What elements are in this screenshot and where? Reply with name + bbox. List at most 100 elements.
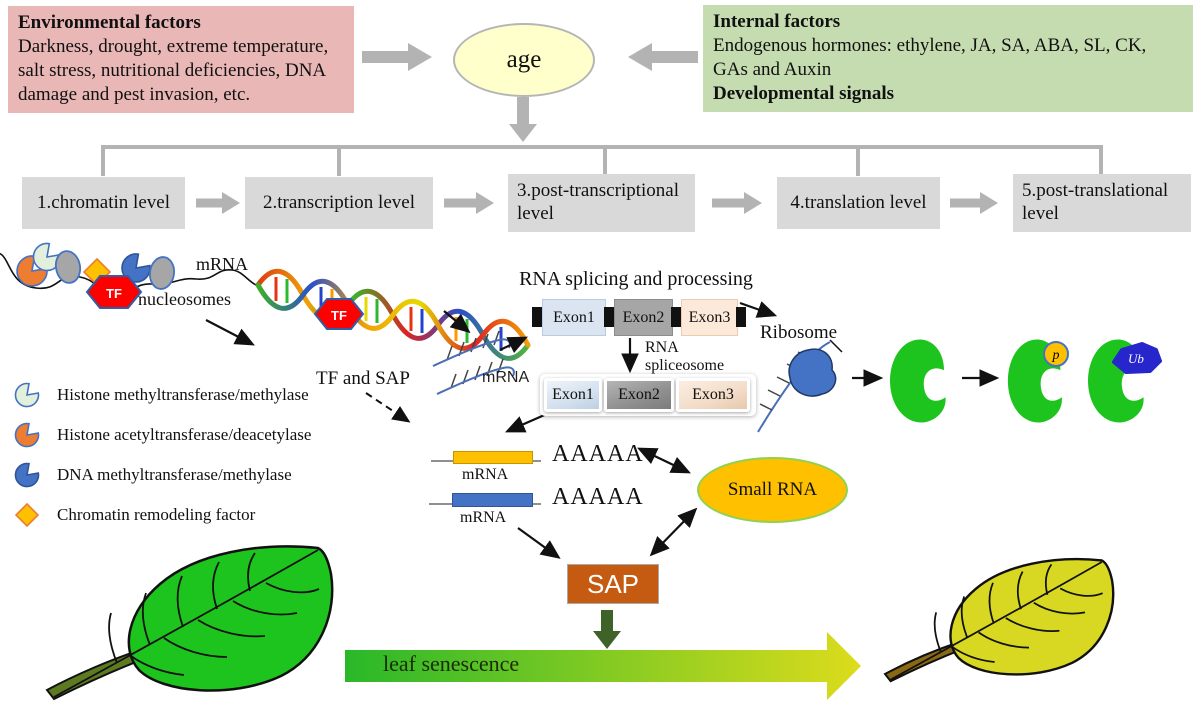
- nucleosomes-label: nucleosomes: [138, 289, 231, 309]
- polya1-label: AAAAA: [552, 441, 644, 467]
- internal-body: Endogenous hormones: ethylene, JA, SA, A…: [713, 35, 1147, 81]
- internal-footer: Developmental signals: [713, 83, 895, 105]
- gray-arrows-top: [196, 43, 998, 214]
- histone-methyltransferase-icon: [14, 382, 40, 408]
- green-leaf: [46, 545, 334, 700]
- splicing-title: RNA splicing and processing: [519, 268, 753, 290]
- mrna1-label: mRNA: [462, 466, 509, 483]
- ribosome-group: [757, 339, 843, 433]
- arrow-mrna-to-sap: [517, 527, 561, 559]
- phospho-label: p: [1052, 348, 1060, 363]
- arrow-chromatin-to-helix: [205, 319, 255, 346]
- ribosome-blob: [788, 348, 837, 397]
- exon-label: Exon2: [622, 308, 665, 326]
- leaf-senescence-label: leaf senescence: [383, 651, 520, 676]
- ubiquitin-label: Ub: [1128, 351, 1144, 366]
- double-arrow-sap-smallrna: [649, 507, 698, 557]
- arrow-env-to-age: [362, 43, 432, 71]
- dna-helix: TF: [255, 268, 531, 361]
- arrow-age-down: [509, 97, 537, 142]
- intron-block: [532, 307, 542, 327]
- arrow-level1-2: [196, 192, 240, 214]
- exon-label: Exon3: [692, 386, 734, 403]
- exon-label: Exon3: [688, 308, 731, 326]
- intron-block: [604, 307, 614, 327]
- sap-box: SAP: [567, 564, 659, 604]
- chromatin-cartoon: TF: [0, 242, 259, 309]
- leaf-senescence-arrow: [345, 632, 861, 700]
- phospho-icon: p: [1043, 341, 1069, 367]
- protein-shape: [890, 339, 946, 423]
- double-arrow-polya-smallrna: [637, 447, 691, 474]
- level-label: 1.chromatin level: [37, 191, 170, 213]
- mrna-orange-bar: [453, 451, 533, 464]
- level-tree-connector: [101, 145, 1103, 176]
- tf-badge-label: TF: [106, 286, 122, 301]
- spliceosome-label: RNA spliceosome: [645, 339, 725, 374]
- arrow-level4-5: [950, 192, 998, 214]
- small-rna-ellipse: Small RNA: [697, 457, 848, 523]
- tf-badge-label: TF: [331, 308, 347, 323]
- histone-acetyltransferase-icon: [14, 422, 40, 448]
- arrow-level3-4: [712, 192, 762, 214]
- internal-factors-box: Internal factors Endogenous hormones: et…: [703, 5, 1193, 112]
- legend-label: Histone methyltransferase/methylase: [57, 385, 309, 404]
- environmental-factors-box: Environmental factors Darkness, drought,…: [8, 6, 354, 113]
- chromatin-remodeling-icon: [14, 502, 40, 528]
- mrna-top-label: mRNA: [196, 254, 249, 274]
- legend-label: Chromatin remodeling factor: [57, 505, 256, 524]
- arrow-helix-to-mrna: [443, 310, 471, 334]
- exon-label: Exon2: [618, 386, 660, 403]
- legend-item: DNA methyltransferase/methylase: [14, 462, 292, 488]
- sap-label: SAP: [586, 568, 640, 599]
- arrow-mrna-to-exons: [499, 336, 528, 354]
- polya2-label: AAAAA: [552, 484, 644, 510]
- level-label: 3.post-transcriptional level: [517, 180, 679, 224]
- exon2-spliced: Exon2: [604, 378, 674, 412]
- exon3-pre: Exon3: [681, 299, 738, 336]
- exon-label: Exon1: [553, 308, 595, 326]
- mrna-blue-bar: [452, 493, 533, 507]
- histone-acetyltransferase-icon: [16, 255, 48, 287]
- level-box-post-transcriptional: 3.post-transcriptional level: [508, 174, 695, 232]
- level-box-transcription: 2.transcription level: [245, 177, 433, 229]
- intron-block: [736, 307, 746, 327]
- legend-item: Chromatin remodeling factor: [14, 502, 255, 528]
- level-label: 4.translation level: [790, 191, 927, 213]
- level-box-chromatin: 1.chromatin level: [22, 177, 185, 229]
- legend-item: Histone methyltransferase/methylase: [14, 382, 309, 408]
- legend-item: Histone acetyltransferase/deacetylase: [14, 422, 311, 448]
- legend-label: Histone acetyltransferase/deacetylase: [57, 425, 312, 444]
- level-label: 5.post-translational level: [1022, 180, 1169, 224]
- legend-label: DNA methyltransferase/methylase: [57, 465, 292, 484]
- age-node: age: [453, 23, 595, 97]
- arrow-exons-to-ribosome: [739, 301, 778, 318]
- intron-block: [671, 307, 681, 327]
- ribosome-label: Ribosome: [760, 322, 838, 343]
- exon3-spliced: Exon3: [676, 378, 750, 412]
- tf-hexagon: [313, 298, 365, 330]
- ubiquitin-icon: Ub: [1112, 342, 1162, 374]
- arrow-spliced-to-mrna: [504, 411, 550, 433]
- tf-hexagon: [85, 275, 143, 309]
- tf-and-sap-label: TF and SAP: [316, 368, 410, 389]
- mrna-strand-label: mRNA: [482, 369, 530, 386]
- exon-label: Exon1: [552, 386, 594, 403]
- age-label: age: [506, 46, 542, 73]
- arrow-level2-3: [444, 192, 494, 214]
- arrow-sap-to-senescence: [593, 610, 621, 649]
- level-box-translation: 4.translation level: [777, 177, 940, 229]
- small-rna-label: Small RNA: [727, 479, 818, 500]
- internal-title: Internal factors: [713, 11, 841, 32]
- level-label: 2.transcription level: [263, 191, 415, 213]
- arrow-internal-to-age: [628, 43, 698, 71]
- environmental-title: Environmental factors: [18, 12, 201, 33]
- mrna2-label: mRNA: [460, 509, 507, 526]
- dna-methyltransferase-icon: [14, 462, 40, 488]
- exon1-spliced: Exon1: [544, 378, 602, 412]
- nucleosome-icon: [54, 250, 82, 284]
- nucleosome-icon: [149, 256, 175, 290]
- environmental-body: Darkness, drought, extreme temperature, …: [18, 36, 329, 106]
